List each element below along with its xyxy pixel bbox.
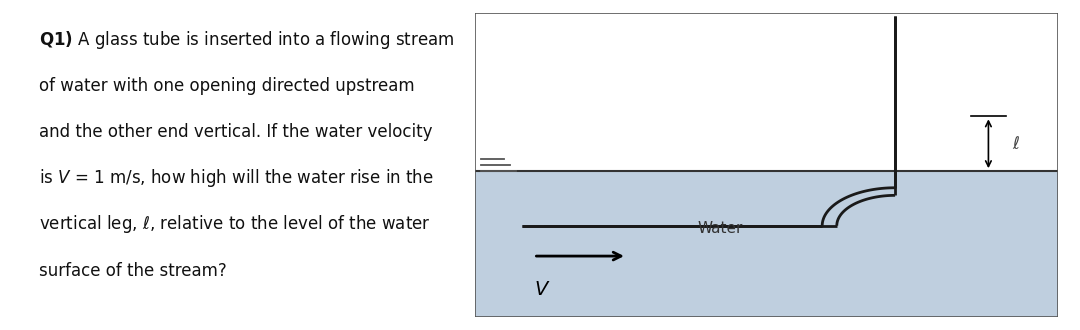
- Text: $\ell$: $\ell$: [1012, 135, 1020, 153]
- Text: $\mathbf{Q1)}$ A glass tube is inserted into a flowing stream: $\mathbf{Q1)}$ A glass tube is inserted …: [39, 29, 455, 50]
- Text: Water: Water: [698, 221, 743, 236]
- Text: is $V$ = 1 m/s, how high will the water rise in the: is $V$ = 1 m/s, how high will the water …: [39, 167, 434, 189]
- Text: surface of the stream?: surface of the stream?: [39, 262, 227, 280]
- Text: and the other end vertical. If the water velocity: and the other end vertical. If the water…: [39, 123, 433, 141]
- Text: of water with one opening directed upstream: of water with one opening directed upstr…: [39, 77, 415, 95]
- Text: vertical leg, $\ell$, relative to the level of the water: vertical leg, $\ell$, relative to the le…: [39, 214, 431, 235]
- Bar: [475, 171, 1058, 317]
- Text: $V$: $V$: [534, 280, 550, 299]
